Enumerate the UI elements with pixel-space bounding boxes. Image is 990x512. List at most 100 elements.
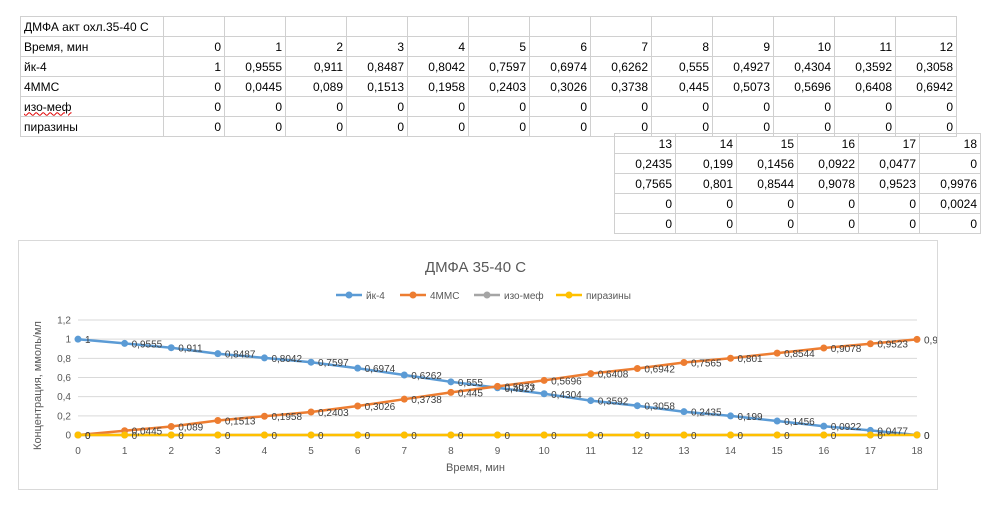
data-label: 0,9555: [132, 339, 163, 350]
data-label: 0,1513: [225, 417, 256, 428]
data-label: 0,199: [738, 412, 763, 423]
data-label: 0: [458, 431, 464, 442]
data-point: [447, 388, 455, 396]
data-label: 0,3738: [411, 395, 442, 406]
row-label: йк-4: [20, 56, 164, 77]
table-cell: 0: [407, 116, 469, 137]
table-cell: 0,3738: [590, 76, 652, 97]
table-cell: 0,7565: [614, 173, 676, 194]
table-cell: 0: [163, 76, 225, 97]
data-point: [866, 431, 874, 439]
data-label: 0,6262: [411, 371, 442, 382]
data-point: [680, 408, 688, 416]
x-tick-label: 4: [262, 446, 268, 457]
table-cell: 0,3058: [895, 56, 957, 77]
data-point: [400, 431, 408, 439]
legend-entry: йк-4: [366, 291, 385, 302]
data-label: 0: [178, 431, 184, 442]
table-cell: 4: [407, 36, 469, 57]
data-point: [307, 408, 315, 416]
data-point: [587, 431, 595, 439]
data-label: 0,6942: [644, 364, 675, 375]
data-label: 0,4927: [505, 384, 536, 395]
legend-swatch-marker: [483, 291, 491, 299]
data-label: 0: [132, 431, 138, 442]
data-point: [260, 354, 268, 362]
table-row: ДМФА акт охл.35-40 С: [20, 16, 957, 37]
legend-entry: пиразины: [586, 291, 631, 302]
y-tick-label: 1: [65, 335, 71, 346]
data-label: 0,801: [738, 354, 763, 365]
data-point: [680, 359, 688, 367]
data-point: [354, 431, 362, 439]
table-cell: 0: [834, 96, 896, 117]
table-cell: 0,4304: [773, 56, 835, 77]
data-point: [447, 431, 455, 439]
table-cell: 0,911: [285, 56, 347, 77]
table-cell: 0: [858, 213, 920, 234]
data-label: 0,5073: [505, 382, 536, 393]
row-label: изо-меф: [20, 96, 164, 117]
table-cell: 0,6262: [590, 56, 652, 77]
x-tick-label: 14: [725, 446, 737, 457]
data-point: [121, 431, 129, 439]
data-point: [74, 335, 82, 343]
table-cell: 0,089: [285, 76, 347, 97]
data-point: [494, 431, 501, 439]
table-cell: 0: [797, 213, 859, 234]
data-point: [773, 349, 781, 357]
x-axis-label: Время, мин: [446, 462, 505, 474]
table-cell: [224, 16, 286, 37]
legend-swatch-marker: [345, 291, 353, 299]
table-cell: 8: [651, 36, 713, 57]
table-cell: 0,445: [651, 76, 713, 97]
table-row: 4ММС 0 0,0445 0,089 0,1513 0,1958 0,2403 0,3026…: [20, 76, 957, 97]
data-label: 0,9976: [924, 335, 937, 346]
data-label: 0: [365, 431, 371, 442]
table-cell: 3: [346, 36, 408, 57]
table-cell: 0,4927: [712, 56, 774, 77]
table-cell: 0: [468, 96, 530, 117]
table-cell: 0: [736, 193, 798, 214]
table-cell: 0,0477: [858, 153, 920, 174]
table-cell: 0: [407, 96, 469, 117]
table-cell: 0: [773, 96, 835, 117]
data-point: [354, 402, 362, 410]
table-cell: 0: [712, 96, 774, 117]
data-point: [214, 431, 222, 439]
x-tick-label: 3: [215, 446, 221, 457]
table-cell: 0: [736, 213, 798, 234]
x-tick-label: 5: [308, 446, 314, 457]
data-point: [727, 412, 735, 420]
data-label: 0: [318, 431, 324, 442]
data-point: [121, 339, 129, 347]
data-label: 0,4304: [551, 390, 582, 401]
table-cell: 0,0024: [919, 193, 981, 214]
data-label: 0,9078: [831, 344, 862, 355]
legend-entry: изо-меф: [504, 290, 544, 302]
data-label: 0: [598, 431, 604, 442]
table-cell: 0,3026: [529, 76, 591, 97]
data-label: 0,5696: [551, 376, 582, 387]
data-label: 0: [924, 431, 930, 442]
table-cell: 11: [834, 36, 896, 57]
data-label: 0,2403: [318, 408, 349, 419]
data-point: [680, 431, 688, 439]
table-cell: 0: [163, 116, 225, 137]
table-cell: [407, 16, 469, 37]
data-point: [540, 376, 548, 384]
legend-entry: 4ММС: [430, 291, 459, 302]
data-label: 0: [85, 431, 91, 442]
table-cell: 0,8487: [346, 56, 408, 77]
table-cell: 0: [285, 96, 347, 117]
table-cell: 0: [651, 96, 713, 117]
table-cell: 0: [163, 36, 225, 57]
table-cell: [773, 16, 835, 37]
data-point: [447, 378, 455, 386]
table-cell: 0: [346, 116, 408, 137]
data-point: [167, 431, 175, 439]
table-cell: [651, 16, 713, 37]
line-chart: ДМФА 35-40 С йк-4 4ММС изо-меф пиразины 0 0,2 0…: [32, 259, 937, 474]
table-cell: 0,2403: [468, 76, 530, 97]
data-label: 0,445: [458, 388, 483, 399]
